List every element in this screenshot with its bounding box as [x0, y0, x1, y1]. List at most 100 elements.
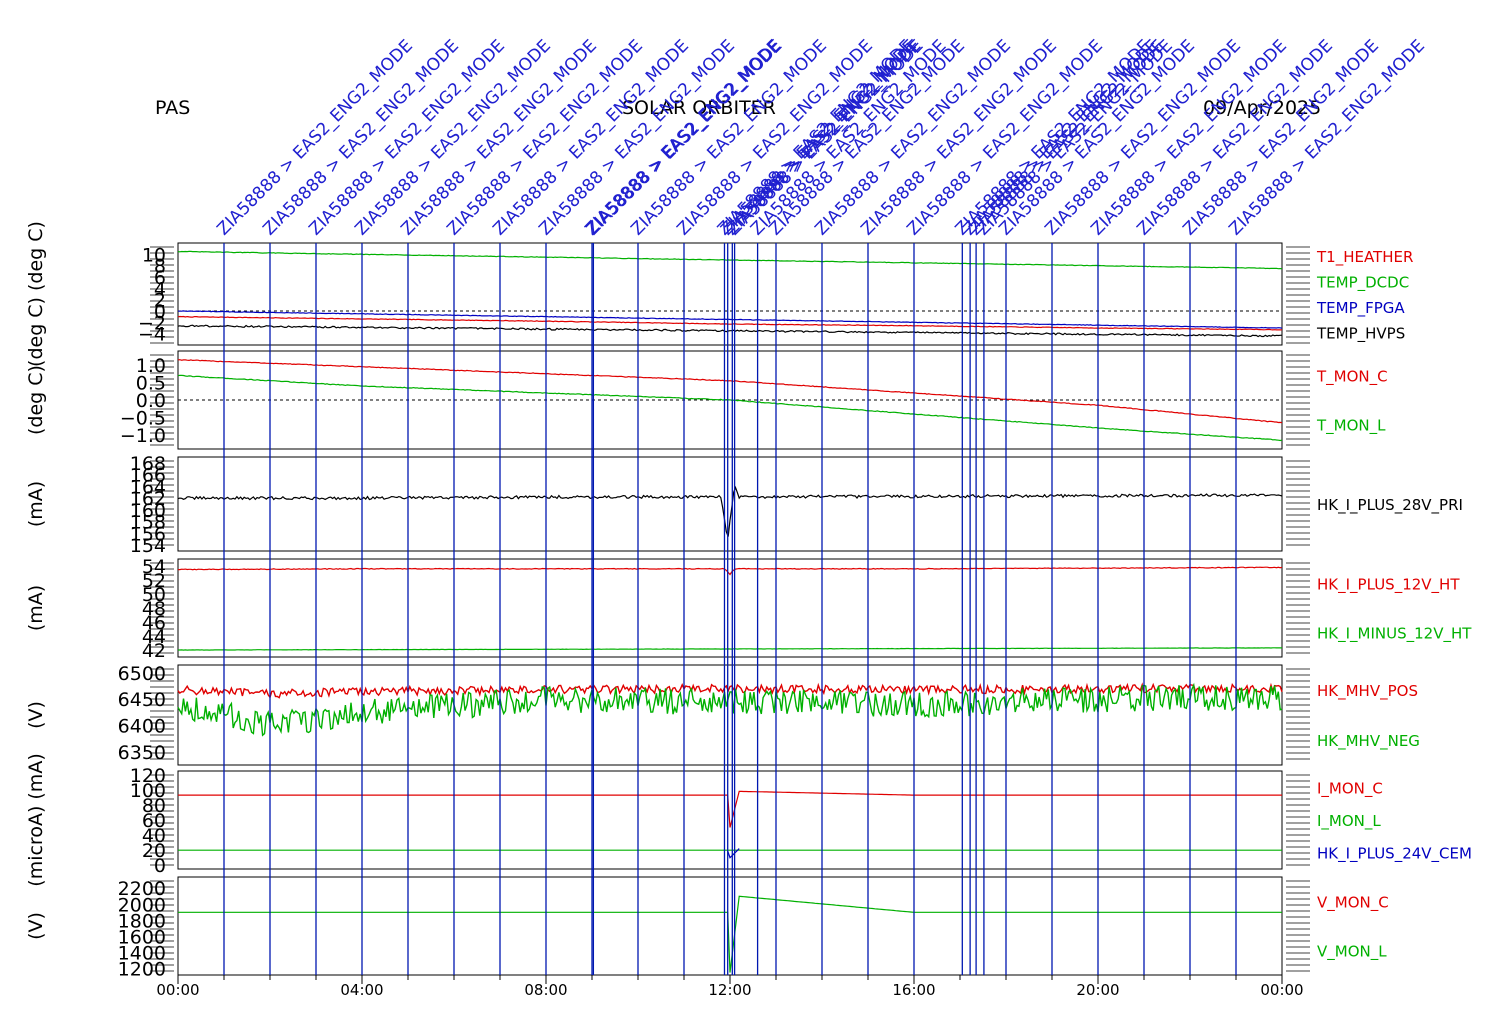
- panel-frame: [177, 664, 1283, 766]
- y-tick-label: 46: [142, 612, 166, 634]
- y-tick-label: 0: [154, 301, 166, 323]
- series-line-temp-hvps: [177, 324, 1283, 338]
- x-tick-label: 20:00: [1076, 981, 1119, 999]
- instrument-label: PAS: [155, 97, 191, 119]
- y-tick-label: 168: [130, 453, 166, 475]
- legend-hk-i-plus-28v-pri: HK_I_PLUS_28V_PRI: [1317, 496, 1463, 515]
- series-line-hk-mhv-neg: [177, 682, 1283, 737]
- x-tick-label: 04:00: [340, 981, 383, 999]
- y-tick-label: 2000: [118, 894, 166, 916]
- y-tick-label: 158: [130, 512, 166, 534]
- y-tick-label: 162: [130, 488, 166, 510]
- series-line-hk-i-plus-12v-ht: [178, 566, 1283, 576]
- series-line-t-mon-l: [177, 374, 1283, 442]
- legend-hk-i-plus-24v-cem: HK_I_PLUS_24V_CEM: [1317, 845, 1472, 864]
- x-tick-label: 00:00: [1260, 981, 1303, 999]
- panel-frame: [177, 456, 1283, 552]
- x-tick-label: 08:00: [524, 981, 567, 999]
- y-tick-label: −4: [138, 324, 166, 346]
- legend-t1-heather: T1_HEATHER: [1316, 248, 1413, 267]
- legend-hk-mhv-pos: HK_MHV_POS: [1317, 682, 1418, 701]
- y-tick-label: 1200: [118, 959, 166, 981]
- y-axis-label: (deg C): [25, 365, 47, 435]
- y-tick-label: 54: [142, 556, 166, 578]
- y-tick-label: 50: [142, 584, 166, 606]
- y-tick-label: 6400: [118, 716, 166, 738]
- y-tick-label: 0.5: [136, 373, 166, 395]
- panel-frame: [177, 558, 1283, 658]
- y-tick-label: 4: [154, 278, 166, 300]
- y-tick-label: 10: [142, 244, 166, 266]
- legend-hk-mhv-neg: HK_MHV_NEG: [1317, 732, 1420, 751]
- y-tick-label: 48: [142, 598, 166, 620]
- legend-v-mon-l: V_MON_L: [1317, 943, 1387, 962]
- series-line-t1-heather: [177, 315, 1283, 331]
- legend-v-mon-c: V_MON_C: [1317, 894, 1389, 913]
- series-line-temp-dcdc: [177, 250, 1283, 270]
- y-axis-label: (V): [25, 912, 47, 940]
- legend-temp-dcdc: TEMP_DCDC: [1316, 273, 1409, 292]
- y-tick-label: 44: [142, 626, 166, 648]
- series-line-i-mon-c: [178, 790, 1282, 828]
- legend-hk-i-plus-12v-ht: HK_I_PLUS_12V_HT: [1317, 576, 1460, 595]
- y-tick-label: 154: [130, 535, 166, 557]
- panel-5: 6500 6450 6400 6350 (V) HK_MHV_POS HK_MHV_NEG: [25, 663, 1420, 766]
- y-tick-label: 20: [142, 840, 166, 862]
- panel-frame: [177, 770, 1283, 870]
- y-tick-label: 166: [130, 465, 166, 487]
- y-tick-label: 2200: [118, 878, 166, 900]
- series-line-hk-i-plus-28v-pri: [177, 485, 1283, 537]
- legend-hk-i-minus-12v-ht: HK_I_MINUS_12V_HT: [1317, 625, 1472, 644]
- legend-i-mon-l: I_MON_L: [1317, 812, 1381, 831]
- y-tick-label: 1600: [118, 926, 166, 948]
- y-tick-label: 6450: [118, 689, 166, 711]
- y-axis-label: (microA) (mA): [25, 753, 47, 886]
- x-tick-label: 16:00: [892, 981, 935, 999]
- y-tick-label: 2: [154, 290, 166, 312]
- y-tick-label: 6350: [118, 742, 166, 764]
- y-tick-label: 0.0: [136, 390, 166, 412]
- legend-t-mon-l: T_MON_L: [1316, 417, 1386, 436]
- y-tick-label: 52: [142, 570, 166, 592]
- y-tick-label: −2: [138, 312, 166, 334]
- y-tick-label: 1.0: [136, 355, 166, 377]
- y-tick-label: 40: [142, 825, 166, 847]
- y-tick-label: 100: [130, 780, 166, 802]
- y-tick-label: 164: [130, 476, 166, 498]
- y-tick-label: 6: [154, 267, 166, 289]
- series-line-v-mon-l: [178, 895, 1282, 973]
- legend-i-mon-c: I_MON_C: [1317, 779, 1383, 798]
- y-tick-label: 42: [142, 640, 166, 662]
- y-axis-label: (V): [25, 701, 47, 729]
- y-tick-label: −1.0: [120, 425, 166, 447]
- x-tick-label: 12:00: [708, 981, 751, 999]
- legend-t-mon-c: T_MON_C: [1316, 368, 1388, 387]
- y-tick-label: 80: [142, 795, 166, 817]
- panel-frame: [177, 242, 1283, 346]
- mission-label: SOLAR ORBITER: [622, 97, 776, 119]
- y-tick-label: 1400: [118, 943, 166, 965]
- date-label: 09/Apr/2025: [1203, 97, 1322, 119]
- y-tick-label: 0: [154, 855, 166, 877]
- series-line-hk-i-minus-12v-ht: [178, 647, 1282, 651]
- y-tick-label: −0.5: [120, 408, 166, 430]
- y-tick-label: 8: [154, 256, 166, 278]
- y-axis-label: (deg C) (deg C): [25, 221, 47, 367]
- legend-temp-hvps: TEMP_HVPS: [1316, 324, 1405, 343]
- series-line-temp-fpga: [177, 310, 1283, 329]
- panel-2: 1.00.50.0−0.5−1.0 (deg C) T_MON_C T_MON_L: [25, 350, 1388, 450]
- y-tick-label: 1800: [118, 910, 166, 932]
- y-axis-label: (mA): [25, 481, 47, 527]
- series-line-t-mon-c: [177, 359, 1283, 424]
- series-line-hk-mhv-pos: [177, 682, 1283, 699]
- y-tick-label: 6500: [118, 663, 166, 685]
- y-axis-label: (mA): [25, 585, 47, 631]
- y-tick-label: 156: [130, 523, 166, 545]
- series-line-hk-i-plus-24v-cem: [727, 848, 740, 859]
- legend-temp-fpga: TEMP_FPGA: [1316, 299, 1405, 318]
